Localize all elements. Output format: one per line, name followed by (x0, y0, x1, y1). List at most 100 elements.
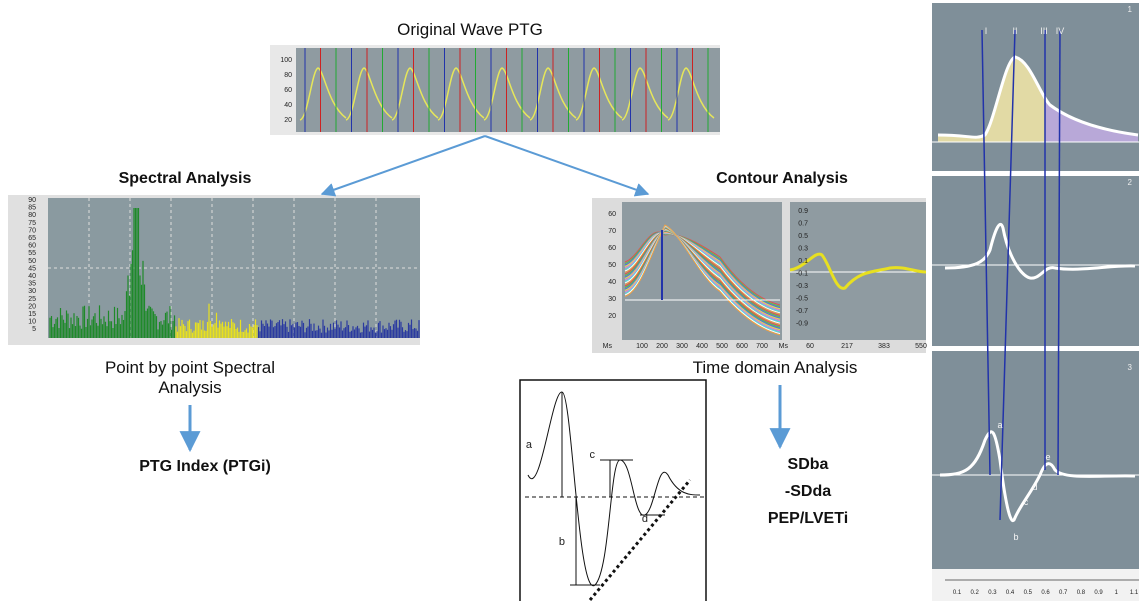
contour-line (624, 232, 781, 311)
tick-label: 30 (608, 296, 616, 303)
tick-label: 0.3 (798, 246, 808, 253)
result: -SDda (784, 483, 832, 500)
contour-line (624, 231, 781, 314)
tick-label: 60 (608, 245, 616, 252)
tick-label: 400 (696, 343, 708, 350)
marker-label: IV (1056, 26, 1065, 36)
point-label: b (1013, 532, 1018, 542)
tick-label: 30 (28, 288, 36, 295)
tick-label: 0.5 (798, 233, 808, 240)
tick-label: 0.7 (1059, 590, 1068, 596)
tick-label: 200 (656, 343, 668, 350)
tick-label: 0.6 (1041, 590, 1050, 596)
tick-label: 40 (28, 273, 36, 280)
contour-line (624, 230, 781, 318)
point-label: c (1024, 497, 1029, 507)
unit-label: Ms (603, 343, 613, 350)
tick-label: 0.5 (1024, 590, 1033, 596)
spectral-image (8, 195, 420, 345)
wave-label: b (559, 536, 565, 548)
heading: Spectral Analysis (118, 170, 252, 187)
tick-label: 80 (284, 72, 292, 79)
tick-label: -0.7 (796, 308, 808, 315)
tick-label: -0.5 (796, 296, 808, 303)
contour-line (624, 232, 781, 310)
point-label: e (1045, 452, 1050, 462)
tick-label: 20 (28, 303, 36, 310)
tick-label: 70 (28, 227, 36, 234)
wave-label: c (590, 449, 596, 461)
tick-label: 60 (284, 87, 292, 94)
tick-label: 10 (28, 319, 36, 326)
tick-label: 20 (608, 313, 616, 320)
tick-label: 40 (284, 102, 292, 109)
tick-label: 0.1 (798, 258, 808, 265)
marker-label: II (1012, 26, 1017, 36)
ptg-image (270, 45, 720, 135)
tick-label: 100 (280, 57, 292, 64)
tick-label: 90 (28, 197, 36, 204)
result: PEP/LVETi (767, 510, 849, 527)
tick-label: 0.8 (1077, 590, 1086, 596)
tick-label: 0.1 (953, 590, 962, 596)
contour-image (592, 198, 927, 353)
contour-line (624, 231, 781, 307)
tick-label: -0.9 (796, 321, 808, 328)
tick-label: 35 (28, 281, 36, 288)
result: SDba (787, 456, 829, 473)
tick-label: 60 (608, 211, 616, 218)
tick-label: 55 (28, 250, 36, 257)
title: Original Wave PTG (397, 20, 543, 39)
caption: Time domain Analysis (692, 358, 858, 377)
marker-label: I (985, 26, 988, 36)
unit-label: Ms (779, 343, 789, 350)
tick-label: 1 (1115, 590, 1119, 596)
tick-label: 50 (608, 262, 616, 269)
contour-line (624, 232, 781, 309)
tick-label: 5 (32, 326, 36, 333)
tick-label: -0.1 (796, 271, 808, 278)
heading: Contour Analysis (716, 170, 848, 187)
tick-label: 20 (284, 117, 292, 124)
tick-label: 60 (28, 243, 36, 250)
right-panel (930, 0, 1141, 601)
tick-label: 0.9 (798, 208, 808, 215)
tick-label: 75 (28, 220, 36, 227)
tick-label: 550 (915, 343, 927, 350)
tick-label: 600 (736, 343, 748, 350)
tick-label: 65 (28, 235, 36, 242)
tick-label: 45 (28, 265, 36, 272)
contour-line (624, 231, 781, 306)
wave-label: a (526, 439, 533, 451)
contour-line (624, 230, 781, 319)
wave-label: d (642, 513, 648, 525)
tick-label: 0.9 (1094, 590, 1103, 596)
point-label: d (1032, 482, 1037, 492)
tick-label: 50 (28, 258, 36, 265)
tick-label: 500 (716, 343, 728, 350)
point-label: a (997, 420, 1002, 430)
tick-label: 25 (28, 296, 36, 303)
tick-label: 0.3 (988, 590, 997, 596)
panel-number: 2 (1128, 178, 1133, 187)
arrows (179, 135, 791, 453)
tick-label: 85 (28, 205, 36, 212)
tick-label: 1.1 (1130, 590, 1139, 596)
tick-label: 100 (636, 343, 648, 350)
tick-label: 700 (756, 343, 768, 350)
tick-label: 80 (28, 212, 36, 219)
panel-number: 1 (1128, 5, 1133, 14)
tick-label: 217 (841, 343, 853, 350)
tick-label: 15 (28, 311, 36, 318)
tick-label: 40 (608, 279, 616, 286)
tick-label: 0.7 (798, 221, 808, 228)
tick-label: 0.2 (971, 590, 980, 596)
contour-line (624, 231, 781, 315)
tick-label: 0.4 (1006, 590, 1015, 596)
waveform-sketch (519, 379, 707, 601)
tick-label: -0.3 (796, 283, 808, 290)
tick-label: 70 (608, 228, 616, 235)
contour-line (624, 232, 781, 312)
